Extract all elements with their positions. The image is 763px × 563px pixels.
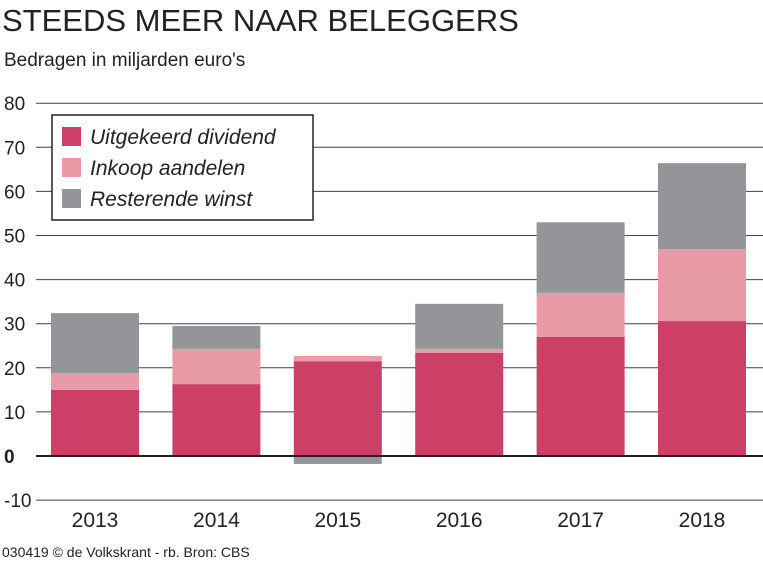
legend-label: Uitgekeerd dividend <box>90 126 277 149</box>
y-tick-label: 80 <box>4 94 25 115</box>
bar-inkoop-aandelen-2017 <box>536 292 625 337</box>
bar-resterende-winst-2018 <box>658 163 746 250</box>
y-tick-label: 30 <box>4 315 25 336</box>
y-tick-label: 50 <box>4 227 25 248</box>
legend-label: Inkoop aandelen <box>90 157 245 180</box>
x-tick-label: 2015 <box>314 509 361 532</box>
bar-inkoop-aandelen-2016 <box>415 348 504 353</box>
bar-uitgekeerd-dividend-2014 <box>172 384 261 456</box>
bar-inkoop-aandelen-2014 <box>172 348 261 385</box>
x-tick-label: 2014 <box>193 509 240 532</box>
x-tick-label: 2013 <box>72 509 119 532</box>
footer-credit: 030419 © de Volkskrant - rb. Bron: CBS <box>2 544 250 560</box>
y-tick-label: 0 <box>4 447 15 468</box>
y-tick-label: 20 <box>4 359 25 380</box>
bar-uitgekeerd-dividend-2017 <box>536 336 625 456</box>
bar-resterende-winst-2015 <box>293 456 382 464</box>
bar-resterende-winst-2013 <box>51 313 139 374</box>
y-tick-label: -10 <box>4 491 31 512</box>
legend-swatch <box>62 127 81 146</box>
y-tick-label: 10 <box>4 403 25 424</box>
bar-uitgekeerd-dividend-2016 <box>415 352 504 456</box>
bar-inkoop-aandelen-2013 <box>51 373 139 390</box>
y-tick-label: 40 <box>4 271 25 292</box>
legend-label: Resterende winst <box>90 188 253 211</box>
x-tick-label: 2018 <box>679 509 726 532</box>
bar-uitgekeerd-dividend-2015 <box>293 361 382 456</box>
bar-resterende-winst-2014 <box>172 325 261 349</box>
x-tick-label: 2016 <box>436 509 483 532</box>
bar-inkoop-aandelen-2018 <box>658 249 746 322</box>
bar-uitgekeerd-dividend-2013 <box>51 389 139 456</box>
x-tick-label: 2017 <box>557 509 604 532</box>
legend: Uitgekeerd dividend Inkoop aandelen Rester… <box>51 114 314 221</box>
bar-resterende-winst-2017 <box>536 222 625 293</box>
legend-swatch <box>62 158 81 177</box>
y-tick-label: 70 <box>4 138 25 159</box>
legend-swatch <box>62 189 81 208</box>
bar-uitgekeerd-dividend-2018 <box>658 321 746 456</box>
legend-box <box>51 114 314 221</box>
chart-title: STEEDS MEER NAAR BELEGGERS <box>2 3 519 38</box>
y-tick-label: 60 <box>4 182 25 203</box>
bar-resterende-winst-2016 <box>415 303 504 349</box>
bar-inkoop-aandelen-2015 <box>293 355 382 362</box>
chart-subtitle: Bedragen in miljarden euro's <box>4 50 245 71</box>
